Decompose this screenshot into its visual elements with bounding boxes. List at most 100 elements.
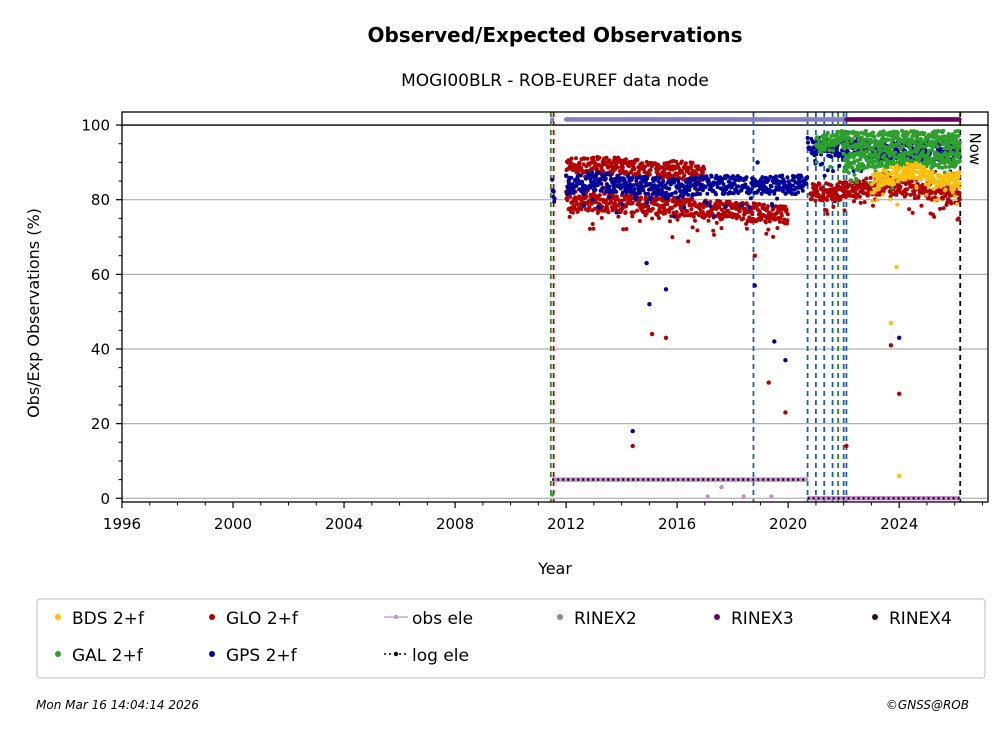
point-glo-2-f [732,212,737,217]
point-bds-2-f [928,179,933,184]
legend-marker [557,614,563,620]
point-glo-2-f [784,207,789,212]
point-glo-2-f [820,185,825,190]
point-bds-2-f [957,170,962,175]
point-bds-2-f [957,181,962,186]
point-gps-2-f [592,184,597,189]
point-gal-2-f [850,137,855,142]
point-gal-2-f [859,146,864,151]
x-axis-label: Year [537,559,572,578]
point-glo-2-f [599,215,604,220]
point-gal-2-f [852,159,857,164]
point-gal-2-f [864,137,869,142]
point-gps-2-f-outlier [755,160,760,165]
point-bds-2-f [877,186,881,191]
point-gps-2-f-outlier [644,260,649,266]
point-gal-2-f [846,170,851,175]
point-gal-2-f [956,129,961,133]
point-gps-2-f [667,186,672,191]
legend-item-rinex2: RINEX2 [557,609,637,629]
point-glo-2-f [650,206,655,211]
point-bds-2-f [956,174,961,179]
x-tick-label-2020: 2020 [769,515,807,533]
point-glo-2-f [957,191,962,195]
point-glo-2-f [765,204,770,209]
point-bds-2-f [913,161,918,166]
point-gal-2-f [942,146,946,151]
point-glo-2-f [945,200,950,205]
point-glo-2-f [568,194,573,199]
point-glo-2-f [844,180,849,185]
point-glo-2-f [696,164,701,169]
point-gps-2-f [661,179,666,184]
x-tick-label-2016: 2016 [658,515,696,533]
point-glo-2-f [581,162,586,167]
point-glo-2-f [606,210,611,215]
point-gps-2-f [747,205,752,210]
point-gal-2-f [833,133,838,138]
point-gal-2-f [815,135,820,140]
point-glo-2-f [903,182,908,187]
point-glo-2-f [644,211,649,216]
point-gal-2-f [956,133,961,138]
point-glo-2-f [656,216,661,220]
x-tick-label-2000: 2000 [214,515,252,533]
point-glo-2-f [763,220,768,225]
point-gps-2-f [631,183,636,188]
point-gps-2-f [595,183,600,188]
point-glo-2-f [702,167,707,171]
point-glo-2-f [871,203,875,208]
point-gps-2-f [759,191,764,196]
chart-title: Observed/Expected Observations [367,23,742,47]
point-gps-2-f [682,205,687,210]
point-gal-2-f-outlier [550,492,555,497]
point-glo-2-f [842,208,847,213]
point-glo-2-f [881,189,886,194]
point-glo-2-f [607,158,612,163]
legend-item-log-ele: log ele [384,646,469,666]
point-gps-2-f [804,181,809,186]
point-glo-2-f [690,225,695,230]
point-gal-2-f [926,148,931,153]
point-gal-2-f [831,148,835,153]
point-gal-2-f [955,148,960,153]
point-gal-2-f [829,134,834,138]
point-glo-2-f [590,222,595,226]
point-glo-2-f-outlier [888,343,894,348]
point-bds-2-f [895,202,900,207]
point-glo-2-f [633,172,638,177]
point-glo-2-f [683,161,688,166]
point-bds-2-f [952,173,957,178]
point-gal-2-f [846,159,850,164]
point-glo-2-f [777,219,782,224]
point-gps-2-f [673,190,678,195]
point-glo-2-f [591,226,596,231]
point-gps-2-f [584,187,589,192]
point-glo-2-f [916,194,921,199]
point-gps-2-f [791,183,796,188]
point-gal-2-f [876,154,881,159]
point-glo-2-f [601,169,605,173]
point-bds-2-f [903,177,908,182]
point-gal-2-f [850,165,855,170]
point-glo-2-f [597,193,602,198]
point-glo-2-f [635,157,640,162]
point-glo-2-f [809,196,814,201]
point-gps-2-f [831,169,835,174]
legend-marker-dot [393,651,399,657]
point-gps-2-f [805,135,810,140]
point-glo-2-f [864,176,869,181]
point-gal-2-f [957,140,962,145]
point-gal-2-f [906,131,911,136]
point-gps-2-f [590,170,595,175]
point-bds-2-f [919,177,923,182]
point-glo-2-f [668,219,672,224]
point-gps-2-f [586,172,591,177]
legend-item-obs-ele: obs ele [384,609,473,629]
point-glo-2-f [609,200,614,205]
point-bds-2-f [904,165,909,170]
point-gps-2-f-outlier [630,428,635,434]
point-gps-2-f [749,187,754,192]
point-gal-2-f [880,134,885,139]
point-glo-2-f [712,232,716,237]
